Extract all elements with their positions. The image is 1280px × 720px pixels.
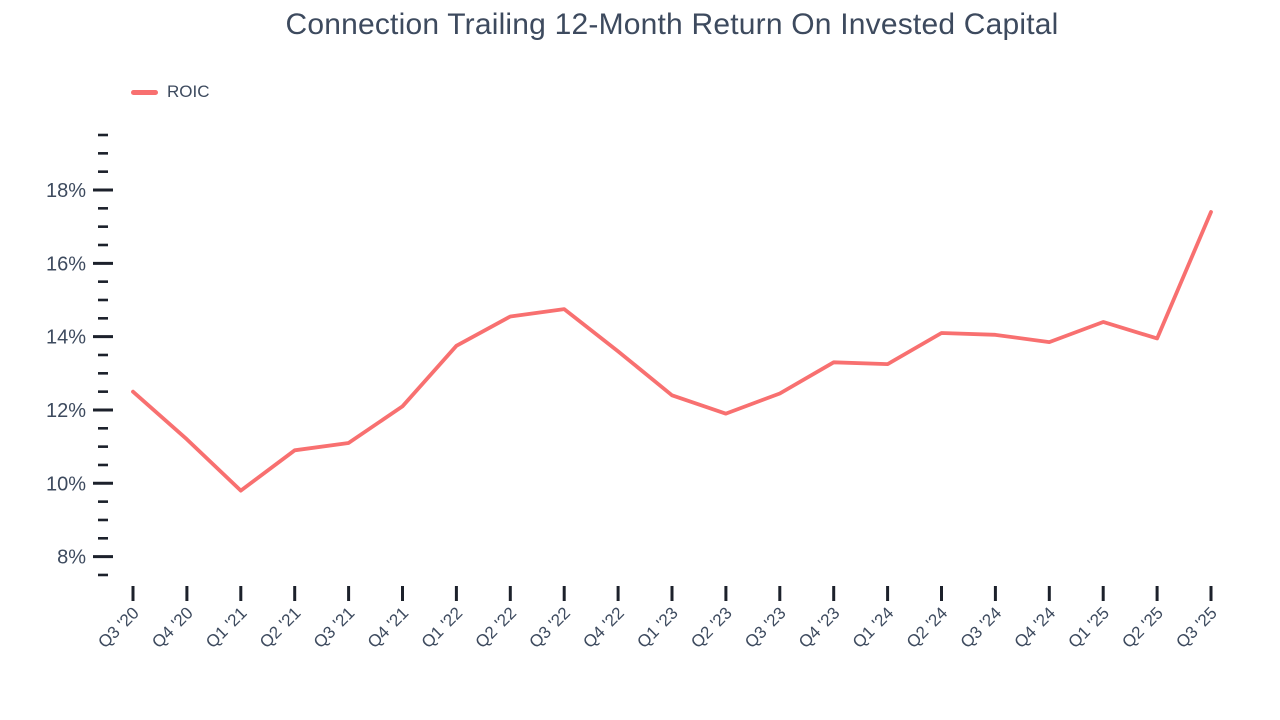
y-tick-label: 8%	[57, 547, 86, 569]
x-tick-label: Q4 '23	[795, 603, 843, 651]
legend-line-swatch	[131, 89, 158, 95]
x-tick-label: Q3 '25	[1172, 603, 1220, 651]
x-tick-label: Q3 '22	[526, 603, 574, 651]
y-tick-label: 10%	[46, 473, 86, 495]
chart-title: Connection Trailing 12-Month Return On I…	[285, 8, 1059, 41]
x-tick-label: Q2 '22	[472, 603, 520, 651]
x-tick-label: Q3 '20	[94, 603, 142, 651]
x-tick-label: Q2 '23	[687, 603, 735, 651]
y-axis-ticks: 8% 10% 12% 14% 16% 18%	[46, 133, 113, 577]
y-tick-label: 16%	[46, 253, 86, 275]
x-tick-label: Q1 '22	[418, 603, 466, 651]
x-tick-label: Q3 '24	[957, 603, 1005, 651]
y-tick-label: 14%	[46, 327, 86, 349]
x-tick-label: Q1 '25	[1065, 603, 1113, 651]
x-tick-label: Q2 '21	[256, 603, 304, 651]
x-tick-label: Q2 '24	[903, 603, 951, 651]
legend-label: ROIC	[167, 82, 210, 101]
x-tick-label: Q4 '24	[1011, 603, 1059, 651]
legend-item-roic[interactable]: ROIC	[131, 83, 210, 101]
y-tick-label: 12%	[46, 400, 86, 422]
x-tick-label: Q4 '20	[148, 603, 196, 651]
x-tick-label: Q3 '23	[741, 603, 789, 651]
series-line-roic	[131, 210, 1213, 493]
x-tick-label: Q4 '21	[364, 603, 412, 651]
x-tick-label: Q3 '21	[310, 603, 358, 651]
x-tick-label: Q2 '25	[1118, 603, 1166, 651]
x-tick-label: Q4 '22	[579, 603, 627, 651]
y-tick-label: 18%	[46, 180, 86, 202]
x-tick-label: Q1 '23	[633, 603, 681, 651]
x-tick-label: Q1 '21	[202, 603, 250, 651]
x-tick-label: Q1 '24	[849, 603, 897, 651]
x-axis-ticks: Q3 '20 Q4 '20 Q1 '21 Q2 '21 Q3 '21 Q4 '21 Q1 '…	[94, 586, 1221, 652]
